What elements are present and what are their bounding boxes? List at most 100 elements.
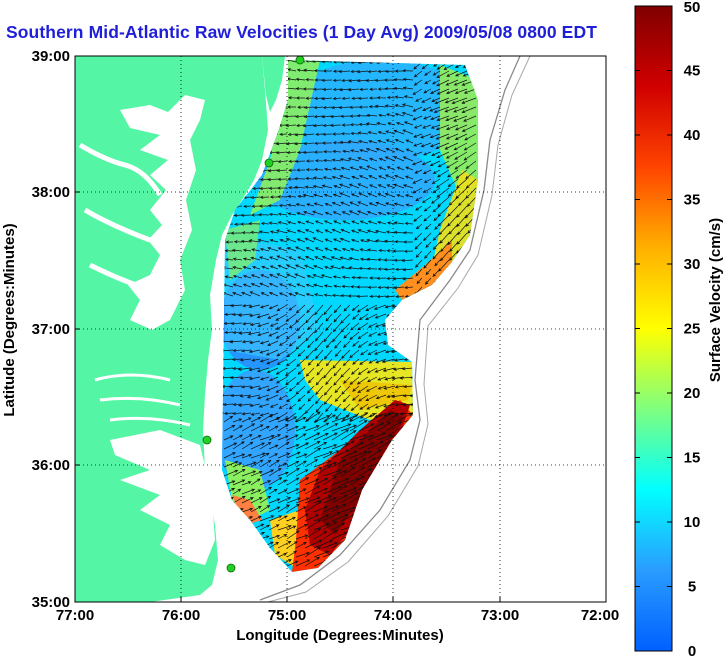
velocity-arrow [251,213,261,217]
velocity-arrow [241,349,252,353]
velocity-arrow [331,228,342,234]
velocity-arrow [240,385,252,389]
velocity-arrow [233,240,243,244]
velocity-arrow [404,194,414,198]
velocity-arrow [358,140,369,144]
velocity-arrow [425,268,432,276]
velocity-arrow [357,340,369,348]
velocity-arrow [277,524,292,531]
velocity-arrow [268,459,280,468]
velocity-arrow [425,241,432,248]
velocity-arrow [243,204,252,208]
velocity-arrow [297,367,306,375]
velocity-arrow [454,151,468,160]
velocity-arrow [366,238,378,243]
velocity-arrow [304,459,319,468]
velocity-arrow [463,142,477,151]
velocity-arrow [268,444,279,450]
velocity-arrow [250,459,264,468]
velocity-arrow [386,276,396,281]
velocity-arrow [304,425,320,432]
velocity-arrow [322,497,337,504]
velocity-arrow [381,358,396,364]
velocity-arrow [232,434,244,441]
velocity-arrow [386,166,396,171]
velocity-arrow [303,211,315,216]
velocity-arrow [287,212,297,216]
velocity-arrow [374,403,387,409]
velocity-arrow [432,268,441,277]
velocity-arrow [384,174,396,180]
velocity-arrow [432,169,441,174]
velocity-arrow [359,248,369,252]
velocity-arrow [260,274,270,279]
coastal-inlets [94,373,191,427]
velocity-arrow [377,193,387,198]
velocity-arrow [412,115,423,121]
velocity-arrow [288,385,297,392]
velocity-arrow [358,423,375,432]
velocity-arrow [332,211,342,216]
velocity-arrow [340,440,355,450]
velocity-arrow [277,424,289,432]
velocity-arrow [349,486,365,495]
velocity-arrow [445,88,459,95]
velocity-arrow [349,105,360,109]
velocity-arrow [275,367,288,375]
velocity-arrow [384,304,396,309]
velocity-arrow [278,203,288,208]
velocity-arrow [451,97,468,105]
velocity-arrow [259,480,272,486]
velocity-arrow [322,132,333,136]
velocity-arrow [286,460,300,468]
radar-station-marker [202,435,212,445]
velocity-arrow [223,321,234,326]
velocity-arrow [295,453,308,459]
velocity-arrow [321,141,333,145]
velocity-arrow [357,229,369,234]
velocity-arrow [295,304,306,314]
velocity-arrow [374,104,387,108]
velocity-arrow [278,394,288,400]
velocity-arrow [314,322,324,334]
velocity-arrow [259,247,270,252]
velocity-arrow [268,506,281,513]
velocity-arrow [276,168,288,173]
velocity-arrow [453,142,468,151]
velocity-arrow [313,415,331,423]
velocity-arrow [250,515,262,522]
velocity-arrow [313,432,329,441]
velocity-arrow [295,551,311,558]
velocity-arrow [393,221,405,225]
velocity-arrow [447,169,459,178]
velocity-arrow [279,132,288,136]
velocity-arrow [286,530,300,540]
velocity-arrow [233,213,243,218]
velocity-arrow [251,204,261,208]
velocity-arrow [294,292,306,297]
velocity-arrow [412,106,423,112]
velocity-arrow [315,385,324,396]
velocity-arrow [463,88,477,94]
velocity-arrow [230,394,243,398]
velocity-arrow [385,413,399,423]
velocity-arrow [288,403,297,410]
velocity-arrow [322,87,333,92]
velocity-arrow [376,122,387,126]
velocity-arrow [367,414,383,423]
velocity-arrow [377,69,387,74]
velocity-arrow [387,122,396,126]
velocity-arrow [422,169,432,174]
velocity-arrow [287,283,297,288]
velocity-arrow [304,403,315,414]
velocity-arrow [315,132,324,136]
velocity-arrow [228,385,243,389]
velocity-arrow [229,376,243,380]
velocity-arrow [445,124,459,130]
velocity-arrow [232,462,243,468]
velocity-arrow [333,220,342,225]
velocity-arrow [322,475,337,486]
velocity-arrow [331,158,342,162]
velocity-arrow [304,256,315,261]
velocity-arrow [340,492,359,504]
